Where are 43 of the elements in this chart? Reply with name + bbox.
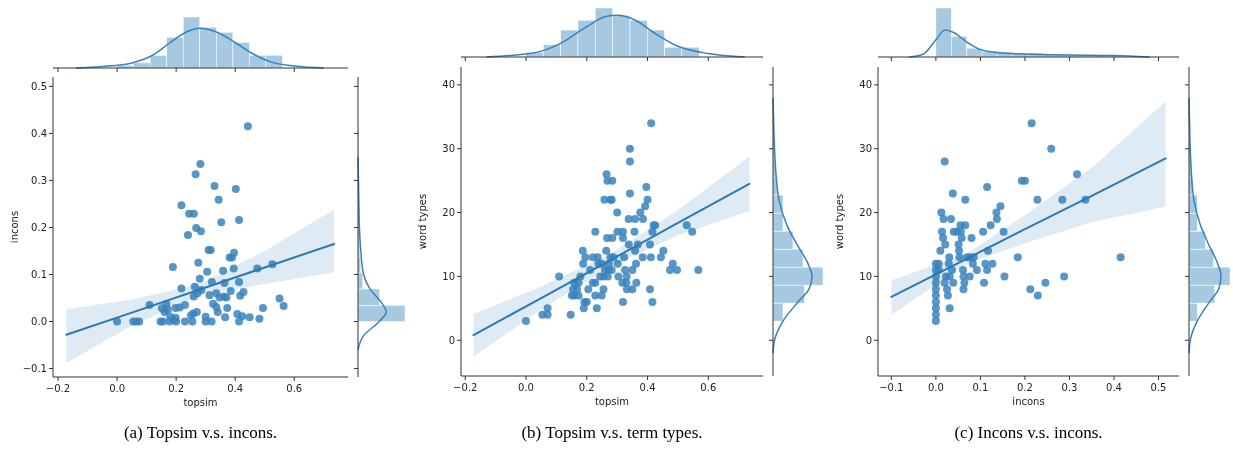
y-tick-label: 40 — [442, 79, 455, 91]
x-tick-label: 0.4 — [639, 382, 656, 393]
y-tick-label: 0.1 — [31, 268, 47, 280]
y-tick-label: 0 — [448, 334, 455, 346]
x-tick-label: −0.2 — [45, 383, 71, 394]
y-tick-label: 0 — [865, 334, 872, 346]
x-tick-label: 0.4 — [227, 383, 244, 394]
y-tick-label: 0.4 — [31, 127, 47, 139]
x-tick-label: 0.2 — [578, 382, 595, 393]
x-tick-label: 0.0 — [927, 382, 944, 393]
x-tick-label: −0.1 — [879, 382, 904, 393]
y-axis-title: incons — [9, 210, 20, 244]
y-tick-label: 0.3 — [31, 174, 47, 186]
y-tick-label: 10 — [442, 270, 455, 282]
text: (c) Incons v.s. incons. — [954, 423, 1103, 442]
x-tick-label: 0.4 — [1106, 382, 1122, 393]
text: (b) Topsim v.s. term types. — [521, 423, 703, 442]
x-tick-label: 0.6 — [700, 382, 717, 393]
x-tick-label: 0.5 — [1150, 382, 1167, 393]
x-tick-label: −0.2 — [453, 382, 478, 393]
text: (a) Topsim v.s. incons. — [123, 423, 278, 442]
x-tick-label: 0.6 — [286, 383, 303, 394]
x-tick-label: 0.1 — [972, 382, 989, 393]
x-tick-label: 0.0 — [109, 383, 126, 394]
y-tick-label: −0.1 — [22, 363, 47, 375]
x-tick-label: 0.2 — [1016, 382, 1033, 393]
y-tick-label: 0.0 — [31, 316, 47, 328]
y-tick-label: 0.5 — [31, 80, 47, 92]
x-tick-label: 0.3 — [1061, 382, 1078, 393]
x-axis-title: topsim — [594, 396, 630, 407]
x-axis-title: incons — [1012, 396, 1045, 407]
x-tick-label: 0.2 — [168, 383, 185, 394]
x-tick-label: 0.0 — [518, 382, 534, 393]
x-axis-title: topsim — [183, 397, 218, 408]
y-tick-label: 30 — [442, 143, 455, 155]
y-axis-title: word types — [834, 193, 845, 250]
y-axis-title: word types — [417, 193, 428, 250]
y-tick-label: 20 — [442, 207, 455, 219]
y-tick-label: 0.2 — [31, 221, 47, 233]
y-tick-label: 20 — [859, 207, 872, 219]
y-tick-label: 10 — [859, 270, 872, 282]
y-tick-label: 30 — [859, 143, 872, 155]
y-tick-label: 40 — [859, 79, 872, 91]
